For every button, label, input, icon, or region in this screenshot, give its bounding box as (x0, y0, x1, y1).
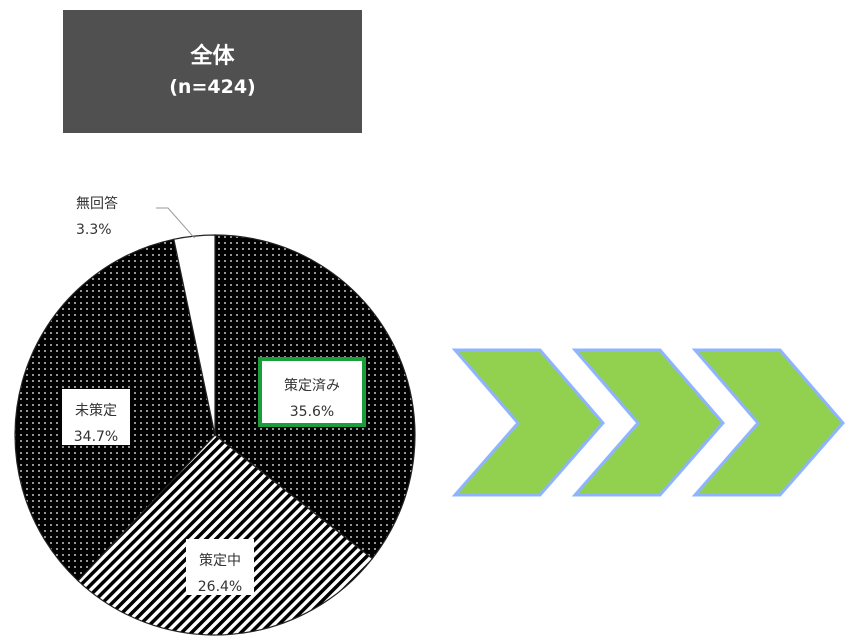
pie-slice-sekitei-chu (77, 434, 374, 636)
label-background (62, 389, 130, 445)
slice-value-mi-sekitei: 34.7% (74, 429, 118, 445)
header-title: 全体 (190, 43, 235, 69)
pie-slice-mu-kaito (173, 234, 216, 436)
pie-label-sekitei-chu: 策定中 26.4% (186, 539, 254, 595)
chevron-arrow-icon (571, 348, 725, 497)
header-box: 全体 (n=424) (63, 10, 362, 133)
header-sample-size: (n=424) (169, 75, 256, 98)
slice-category-mi-sekitei: 未策定 (75, 402, 117, 419)
slice-category-sekitei-chu: 策定中 (199, 552, 241, 569)
slice-value-sekitei-chu: 26.4% (198, 579, 242, 595)
pie-label-mi-sekitei: 未策定 34.7% (62, 389, 130, 445)
highlight-box (258, 357, 366, 427)
pie-label-sekitei-zumi: 策定済み 35.6% (258, 357, 366, 427)
chevron-arrow-icon (451, 348, 605, 497)
slice-value-sekitei-zumi: 35.6% (290, 404, 334, 420)
label-background (186, 539, 254, 595)
chevron-arrow-icon (691, 348, 845, 497)
slice-category-mu-kaito: 無回答 (76, 195, 118, 212)
slice-value-mu-kaito: 3.3% (76, 222, 112, 238)
leader-line-mu-kaito (156, 207, 195, 239)
slice-category-sekitei-zumi: 策定済み (284, 377, 340, 394)
pie-label-mu-kaito: 無回答 3.3% (76, 195, 195, 239)
